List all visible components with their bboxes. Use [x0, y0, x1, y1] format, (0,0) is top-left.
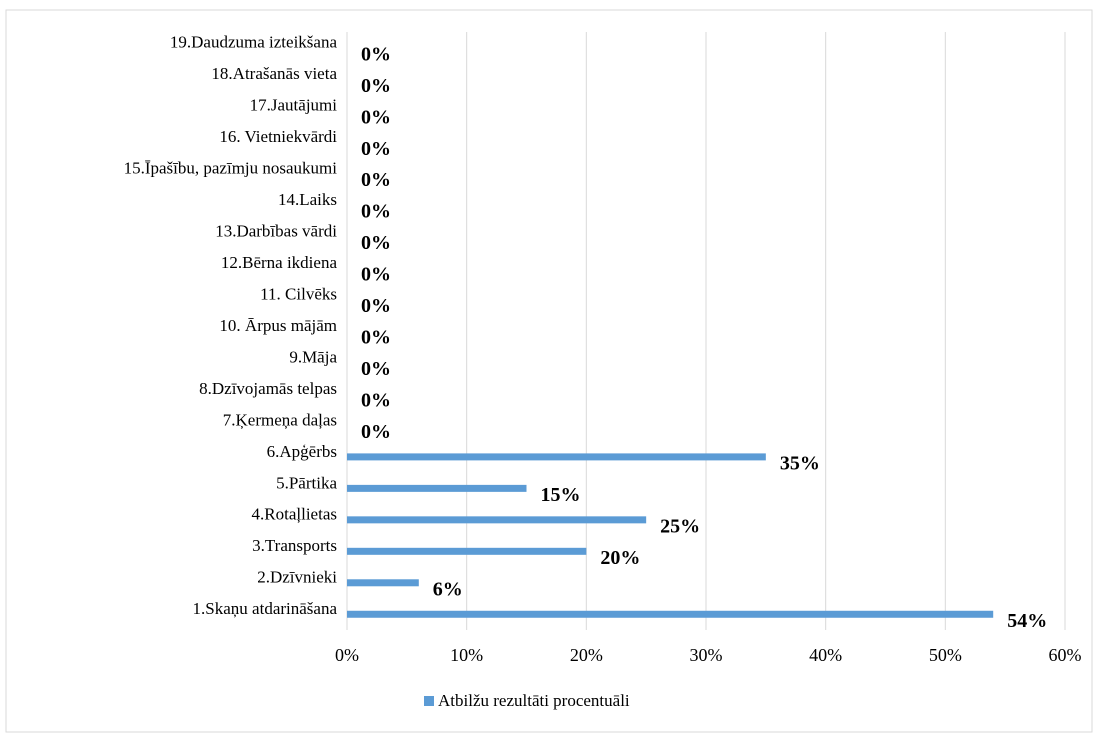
y-tick-label: 6.Apģērbs: [267, 442, 337, 461]
bar: [347, 453, 766, 461]
x-tick-label: 30%: [690, 645, 723, 665]
y-tick-label: 3.Transports: [252, 536, 337, 555]
value-label: 15%: [541, 484, 581, 506]
y-tick-label: 8.Dzīvojamās telpas: [199, 379, 337, 398]
legend-swatch: [424, 696, 434, 706]
value-label: 20%: [600, 547, 640, 569]
bar: [347, 610, 994, 618]
value-label: 6%: [433, 578, 463, 600]
value-label: 0%: [361, 232, 391, 254]
y-tick-label: 13.Darbības vārdi: [215, 221, 337, 240]
value-label: 0%: [361, 138, 391, 160]
value-label: 0%: [361, 75, 391, 97]
y-tick-label: 14.Laiks: [278, 190, 337, 209]
y-tick-label: 1.Skaņu atdarināšana: [193, 599, 338, 618]
value-label: 0%: [361, 421, 391, 443]
value-label: 0%: [361, 201, 391, 223]
x-tick-label: 50%: [929, 645, 962, 665]
y-tick-label: 2.Dzīvnieki: [257, 568, 337, 587]
y-tick-label: 11. Cilvēks: [260, 284, 337, 303]
value-label: 0%: [361, 358, 391, 380]
bar: [347, 579, 419, 587]
y-tick-label: 18.Atrašanās vieta: [211, 64, 337, 83]
value-label: 0%: [361, 264, 391, 286]
value-label: 0%: [361, 390, 391, 412]
x-tick-label: 60%: [1049, 645, 1082, 665]
value-label: 0%: [361, 327, 391, 349]
y-tick-label: 19.Daudzuma izteikšana: [170, 33, 338, 52]
value-label: 35%: [780, 452, 820, 474]
y-tick-label: 9.Māja: [289, 347, 337, 366]
bar: [347, 484, 527, 492]
y-tick-label: 12.Bērna ikdiena: [221, 253, 338, 272]
y-tick-label: 5.Pārtika: [276, 473, 337, 492]
value-label: 54%: [1007, 610, 1047, 632]
value-label: 0%: [361, 106, 391, 128]
value-label: 25%: [660, 515, 700, 537]
value-label: 0%: [361, 295, 391, 317]
y-tick-label: 17.Jautājumi: [250, 96, 338, 115]
bar: [347, 516, 647, 524]
value-label: 0%: [361, 43, 391, 65]
y-tick-label: 16. Vietniekvārdi: [219, 127, 337, 146]
y-tick-label: 15.Īpašību, pazīmju nosaukumi: [124, 159, 338, 178]
x-tick-label: 20%: [570, 645, 603, 665]
x-tick-label: 40%: [809, 645, 842, 665]
value-label: 0%: [361, 169, 391, 191]
x-tick-label: 0%: [335, 645, 359, 665]
y-tick-label: 4.Rotaļlietas: [252, 505, 337, 524]
x-tick-label: 10%: [450, 645, 483, 665]
y-tick-label: 7.Ķermeņa daļas: [223, 410, 337, 429]
chart-frame: [5, 9, 1093, 733]
legend-label: Atbilžu rezultāti procentuāli: [438, 691, 630, 710]
bar: [347, 547, 587, 555]
y-tick-label: 10. Ārpus mājām: [219, 316, 337, 335]
